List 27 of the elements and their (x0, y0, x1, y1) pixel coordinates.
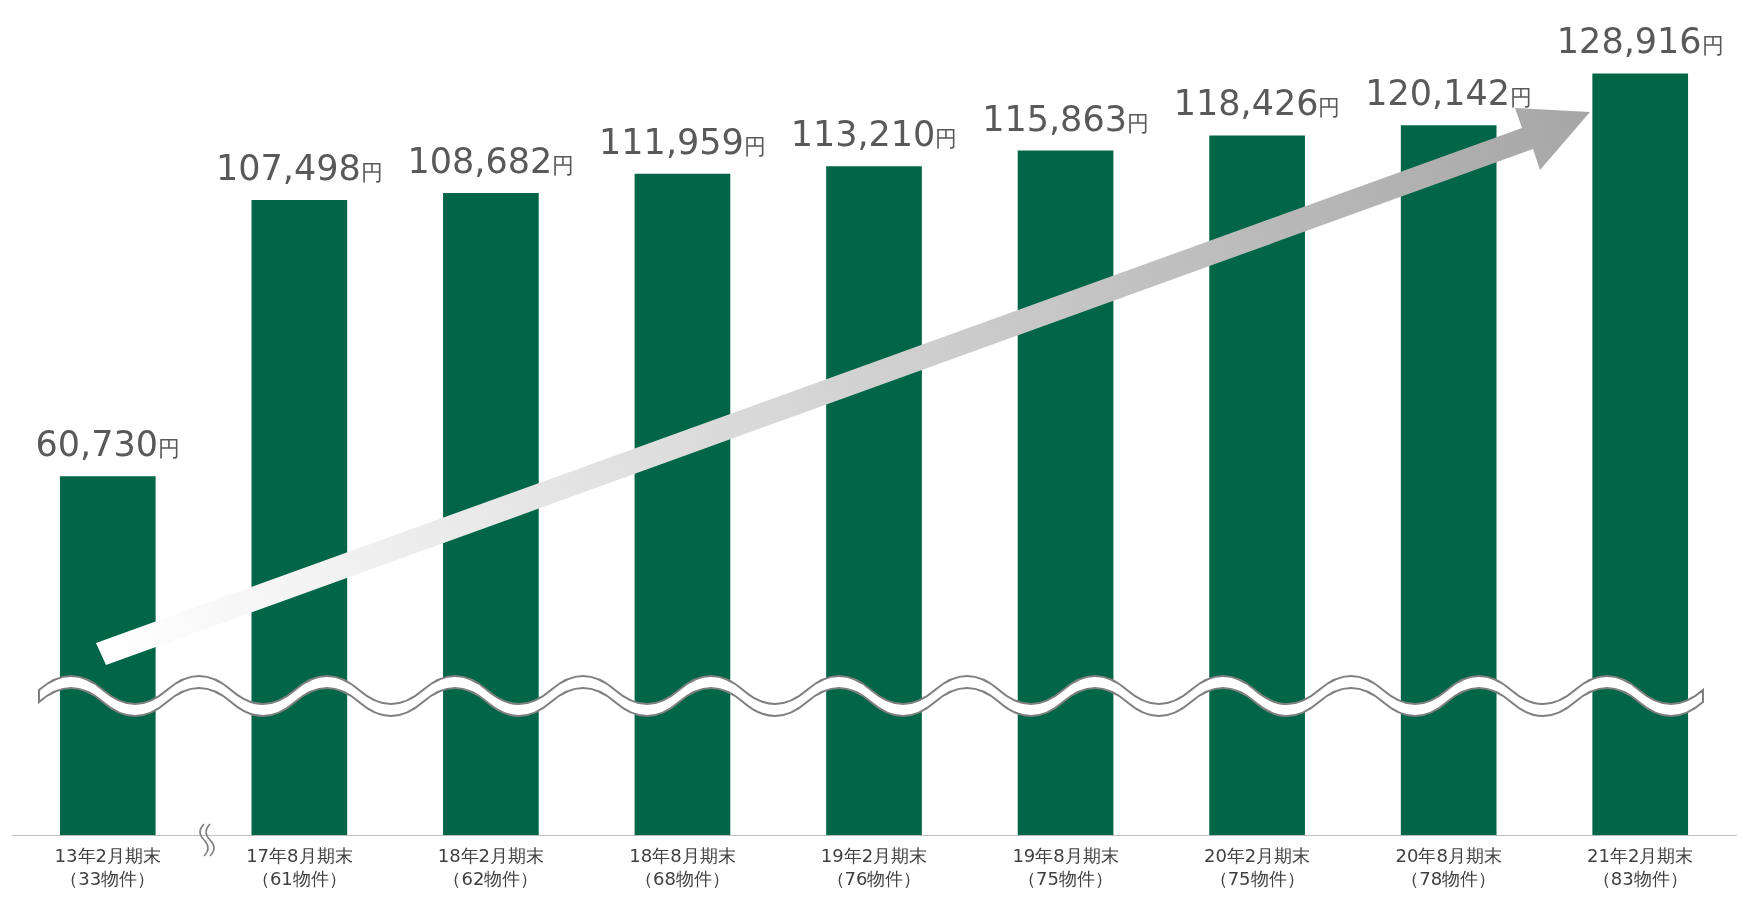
x-tick-label: 19年2月期末（76物件） (820, 844, 928, 889)
data-label: 60,730円 (35, 424, 181, 465)
data-label: 107,498円 (215, 148, 383, 189)
bar (826, 166, 922, 836)
x-tick-label: 13年2月期末（33物件） (54, 844, 161, 889)
bar (1400, 125, 1497, 836)
data-label: 118,426円 (1173, 83, 1341, 124)
bar (443, 193, 539, 836)
data-label: 113,210円 (790, 114, 958, 155)
x-tick-label: 18年8月期末（68物件） (629, 844, 736, 889)
x-tick-label: 17年8月期末（61物件） (246, 844, 353, 889)
bar (1017, 150, 1114, 836)
data-label: 128,916円 (1556, 21, 1724, 62)
bar (1592, 73, 1689, 836)
bar (1209, 135, 1305, 836)
bar (59, 476, 156, 836)
data-label: 115,863円 (982, 98, 1149, 139)
x-tick-label: 19年8月期末（75物件） (1012, 844, 1119, 889)
data-label: 120,142円 (1365, 73, 1533, 114)
data-label: 111,959円 (599, 121, 766, 162)
x-tick-label: 20年8月期末（78物件） (1395, 844, 1502, 889)
x-tick-label: 21年2月期末（83物件） (1587, 844, 1694, 889)
bar (634, 173, 731, 836)
bar (251, 200, 348, 836)
x-tick-label: 18年2月期末（62物件） (437, 844, 545, 889)
x-tick-label: 20年2月期末（75物件） (1203, 844, 1311, 889)
data-label: 108,682円 (407, 141, 575, 182)
